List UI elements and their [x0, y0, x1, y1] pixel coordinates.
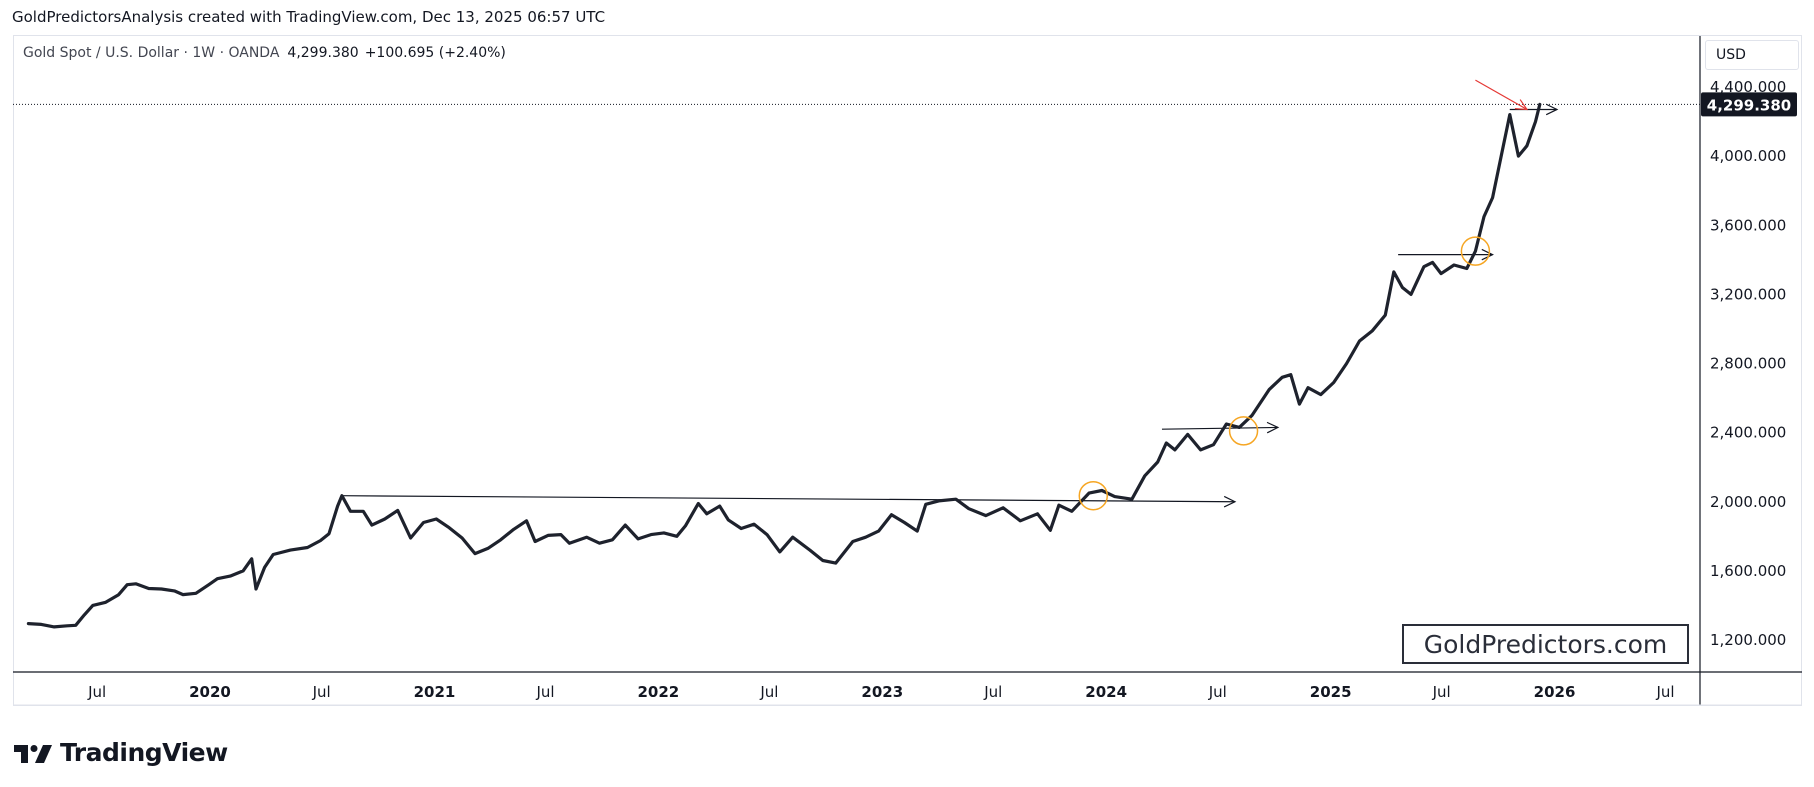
price-series-line [26, 102, 1542, 629]
price-tick-label: 3,600.000 [1710, 216, 1786, 234]
trendline-arrow-1-head [1223, 495, 1237, 508]
time-tick-label: Jul [983, 683, 1002, 701]
last-price-badge [1701, 92, 1797, 117]
breakout-circle-1 [1078, 480, 1109, 511]
symbol-legend[interactable]: Gold Spot / U.S. Dollar · 1W · OANDA 4,29… [23, 45, 506, 61]
breakout-circle-2 [1228, 416, 1259, 446]
trendline-arrow-2-head [1266, 421, 1280, 434]
time-tick-label: Jul [535, 683, 554, 701]
tradingview-brand: TradingView [60, 738, 228, 767]
trendline-arrow-2 [1161, 426, 1278, 430]
price-tick-label: 4,400.000 [1710, 78, 1786, 96]
breakout-circle-3 [1460, 236, 1491, 266]
last-price-badge-label: 4,299.380 [1707, 96, 1791, 114]
time-tick-label: 2021 [414, 683, 456, 701]
red-annotation-arrow-head [1514, 99, 1529, 111]
time-tick-label: 2022 [638, 683, 680, 701]
price-tick-label: 2,000.000 [1710, 493, 1786, 511]
symbol-last-price: 4,299.380 [287, 45, 359, 61]
currency-selector[interactable]: USD [1705, 40, 1799, 70]
time-tick-label: 2020 [189, 683, 231, 701]
time-tick-label: 2024 [1085, 683, 1127, 701]
tradingview-logo[interactable]: TradingView [14, 738, 228, 767]
price-tick-label: 1,600.000 [1710, 562, 1786, 580]
time-tick-label: 2023 [861, 683, 903, 701]
time-tick-label: Jul [759, 683, 778, 701]
time-tick-label: Jul [312, 683, 331, 701]
price-tick-label: 2,800.000 [1710, 355, 1786, 373]
watermark: GoldPredictors.com [1402, 624, 1689, 664]
header-caption: GoldPredictorsAnalysis created with Trad… [12, 8, 606, 26]
red-annotation-arrow [1475, 79, 1528, 110]
tradingview-logo-icon [14, 744, 52, 763]
price-tick-label: 4,000.000 [1710, 147, 1786, 165]
trendline-arrow-4-head [1545, 103, 1559, 116]
time-tick-label: Jul [1208, 683, 1227, 701]
time-tick-label: 2025 [1310, 683, 1352, 701]
time-tick-label: Jul [1656, 683, 1675, 701]
time-tick-label: Jul [87, 683, 106, 701]
price-tick-label: 1,200.000 [1710, 631, 1786, 649]
price-tick-label: 2,400.000 [1710, 424, 1786, 442]
symbol-name: Gold Spot / U.S. Dollar · 1W · OANDA [23, 45, 280, 61]
trendline-arrow-3-head [1481, 248, 1494, 261]
time-tick-label: Jul [1432, 683, 1451, 701]
symbol-change: +100.695 (+2.40%) [364, 45, 506, 61]
trendline-arrow-1 [341, 495, 1235, 503]
price-tick-label: 3,200.000 [1710, 285, 1786, 303]
time-tick-label: 2026 [1534, 683, 1576, 701]
